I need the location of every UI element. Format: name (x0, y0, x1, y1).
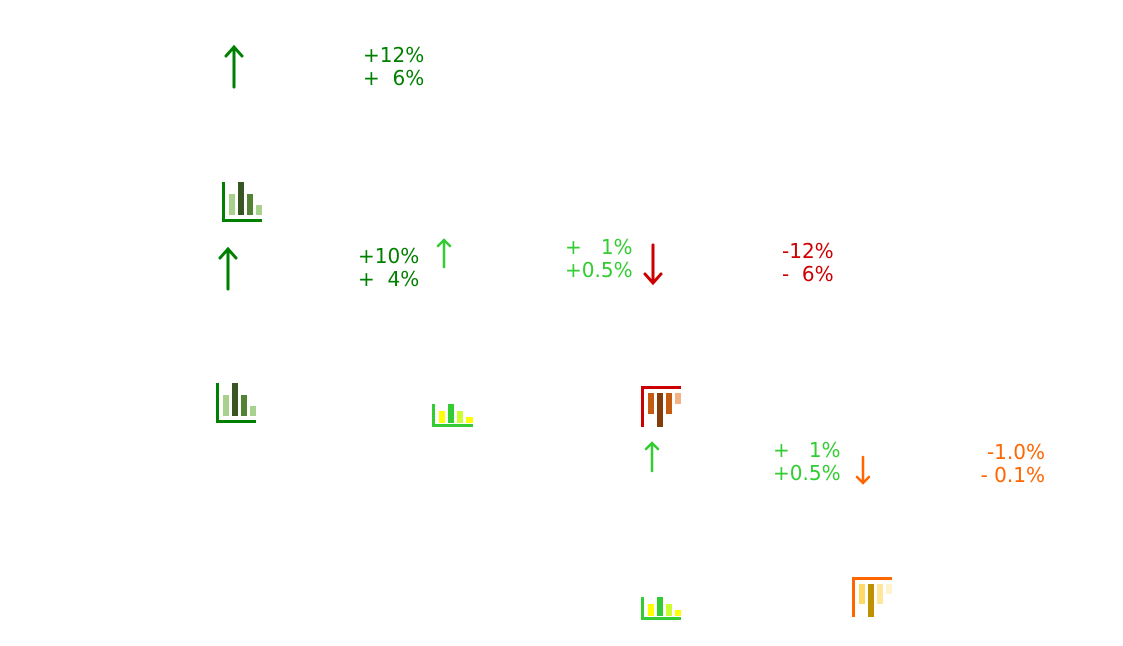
arrow-up-icon (436, 238, 452, 269)
arrow-down-icon (643, 243, 663, 286)
bar-chart-icon (432, 404, 473, 427)
change-label: +12% + 6% (363, 43, 425, 90)
change-label: -1.0% - 0.1% (980, 440, 1045, 487)
change-label: + 1% +0.5% (565, 235, 633, 282)
inverted-bar-chart-icon (641, 386, 681, 427)
change-label: +10% + 4% (358, 244, 420, 291)
bar-chart-icon (641, 597, 681, 620)
bar-chart-icon (222, 182, 262, 222)
inverted-bar-chart-icon (852, 577, 892, 617)
arrow-down-icon (855, 455, 871, 485)
bar-chart-icon (216, 383, 256, 423)
arrow-up-icon (644, 441, 660, 473)
change-label: + 1% +0.5% (773, 438, 841, 485)
arrow-up-icon (224, 44, 244, 89)
change-label: -12% - 6% (782, 239, 834, 286)
arrow-up-icon (218, 246, 238, 291)
